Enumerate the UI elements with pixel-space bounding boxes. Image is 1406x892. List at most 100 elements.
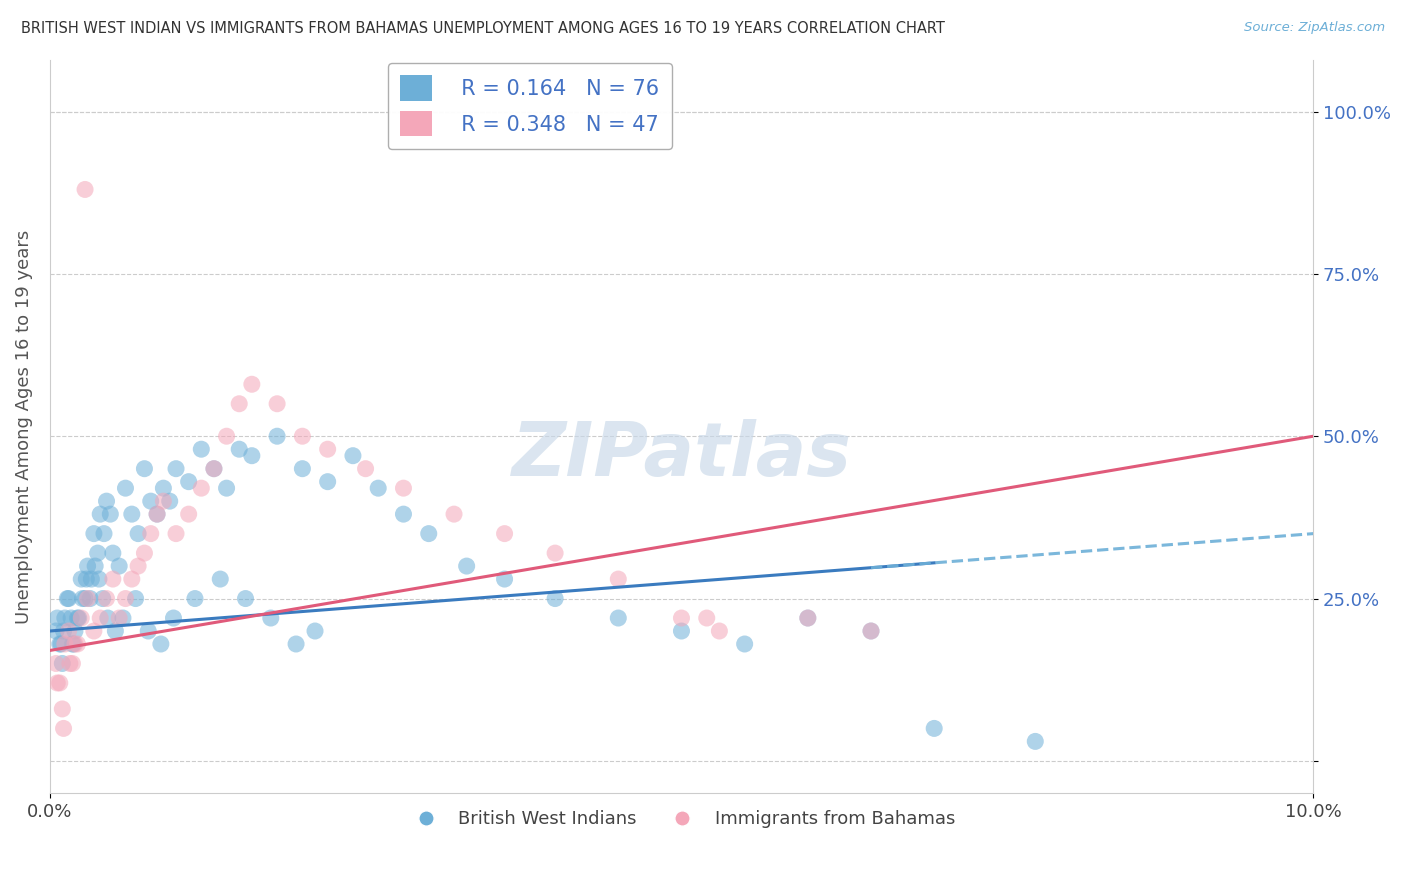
Point: [240, 449, 263, 463]
Point: [52, 624, 75, 638]
Point: [89, 507, 111, 521]
Point: [98, 507, 121, 521]
Point: [162, 611, 184, 625]
Point: [49, 676, 72, 690]
Point: [418, 526, 440, 541]
Point: [75, 572, 97, 586]
Point: [97, 611, 120, 625]
Point: [127, 526, 149, 541]
Point: [45, 624, 67, 638]
Point: [124, 591, 146, 606]
Point: [177, 475, 200, 489]
Point: [494, 526, 516, 541]
Point: [62, 637, 84, 651]
Point: [291, 461, 314, 475]
Point: [209, 572, 232, 586]
Point: [58, 624, 80, 638]
Point: [184, 591, 207, 606]
Point: [73, 182, 96, 196]
Point: [52, 722, 75, 736]
Point: [96, 591, 118, 606]
Point: [392, 507, 415, 521]
Point: [922, 722, 945, 736]
Point: [63, 624, 86, 638]
Point: [56, 591, 79, 606]
Point: [494, 572, 516, 586]
Point: [152, 481, 174, 495]
Point: [73, 591, 96, 606]
Point: [53, 611, 76, 625]
Point: [159, 494, 181, 508]
Point: [70, 611, 93, 625]
Point: [228, 442, 250, 457]
Point: [108, 559, 131, 574]
Point: [607, 572, 630, 586]
Point: [76, 559, 98, 574]
Point: [291, 429, 314, 443]
Point: [46, 611, 69, 625]
Point: [367, 481, 389, 495]
Point: [392, 481, 415, 495]
Point: [696, 611, 718, 625]
Point: [114, 591, 136, 606]
Point: [108, 611, 131, 625]
Point: [671, 611, 693, 625]
Point: [91, 591, 114, 606]
Point: [66, 611, 89, 625]
Point: [60, 611, 83, 625]
Point: [79, 591, 101, 606]
Point: [62, 657, 84, 671]
Point: [456, 559, 478, 574]
Point: [58, 591, 80, 606]
Point: [342, 449, 364, 463]
Point: [86, 546, 108, 560]
Point: [304, 624, 326, 638]
Point: [121, 572, 143, 586]
Point: [797, 611, 820, 625]
Point: [165, 461, 187, 475]
Point: [59, 657, 82, 671]
Point: [111, 611, 134, 625]
Point: [544, 546, 567, 560]
Point: [83, 526, 105, 541]
Point: [139, 526, 162, 541]
Point: [316, 442, 339, 457]
Point: [235, 591, 257, 606]
Point: [83, 624, 105, 638]
Point: [152, 494, 174, 508]
Y-axis label: Unemployment Among Ages 16 to 19 years: Unemployment Among Ages 16 to 19 years: [15, 229, 32, 624]
Point: [114, 481, 136, 495]
Text: ZIPatlas: ZIPatlas: [512, 419, 852, 492]
Point: [544, 591, 567, 606]
Point: [87, 572, 110, 586]
Point: [134, 461, 156, 475]
Point: [93, 526, 115, 541]
Point: [134, 546, 156, 560]
Legend: British West Indians, Immigrants from Bahamas: British West Indians, Immigrants from Ba…: [401, 803, 962, 836]
Text: Source: ZipAtlas.com: Source: ZipAtlas.com: [1244, 21, 1385, 34]
Point: [215, 481, 238, 495]
Point: [190, 481, 212, 495]
Point: [859, 624, 882, 638]
Point: [121, 507, 143, 521]
Point: [671, 624, 693, 638]
Point: [51, 657, 73, 671]
Point: [177, 507, 200, 521]
Point: [202, 461, 225, 475]
Point: [84, 559, 107, 574]
Point: [859, 624, 882, 638]
Point: [260, 611, 283, 625]
Point: [80, 572, 103, 586]
Point: [146, 507, 169, 521]
Point: [67, 611, 90, 625]
Point: [443, 507, 465, 521]
Point: [70, 572, 93, 586]
Point: [285, 637, 308, 651]
Point: [228, 397, 250, 411]
Point: [72, 591, 94, 606]
Point: [51, 702, 73, 716]
Point: [734, 637, 756, 651]
Point: [101, 572, 124, 586]
Point: [104, 624, 127, 638]
Point: [139, 494, 162, 508]
